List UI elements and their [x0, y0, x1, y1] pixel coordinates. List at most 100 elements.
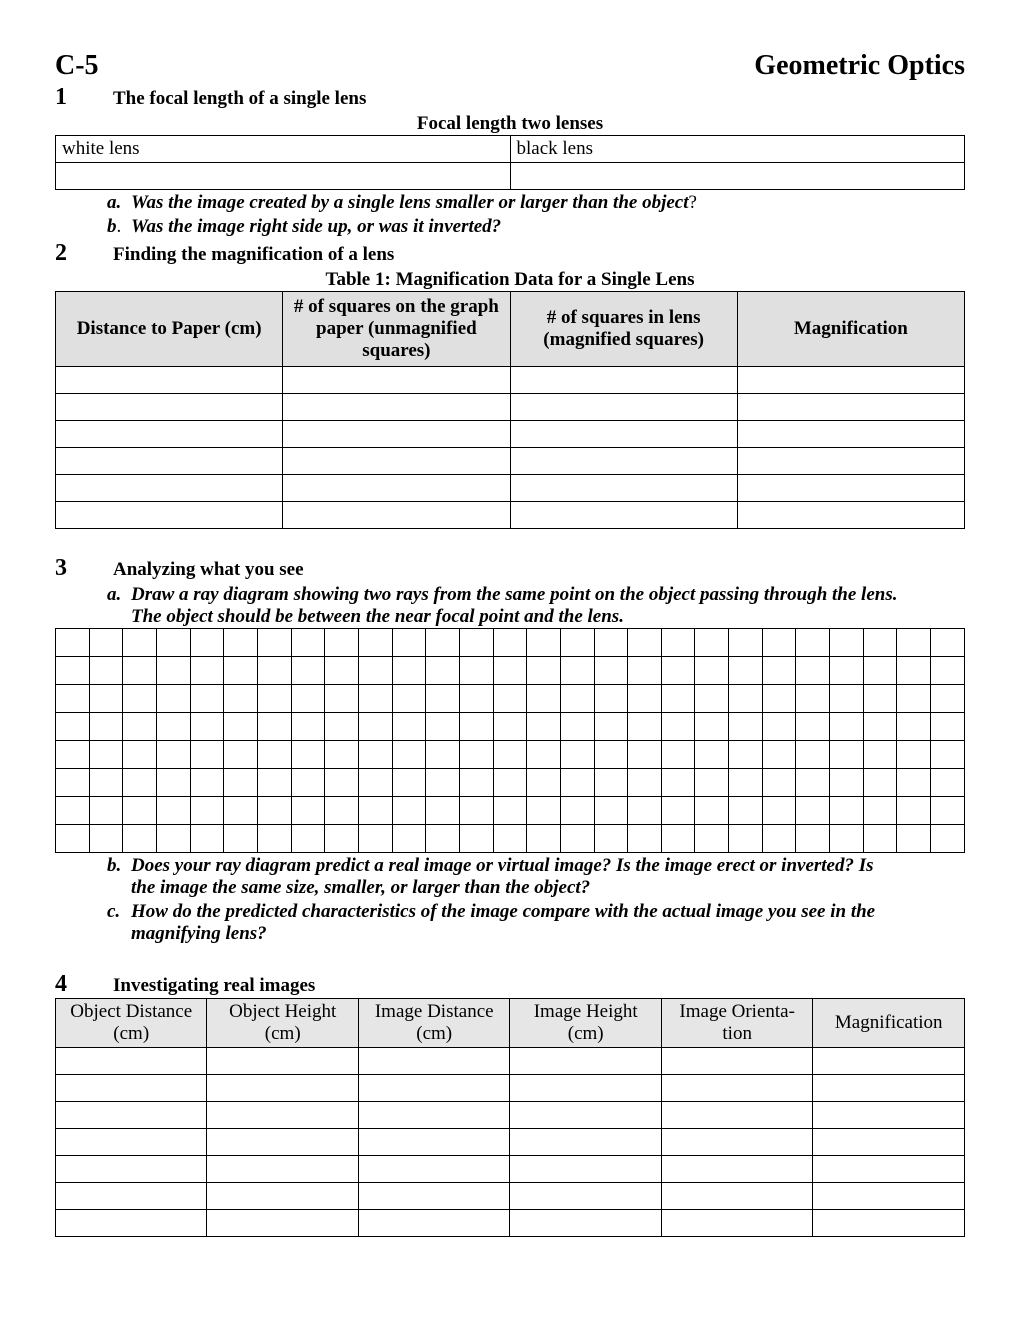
table-cell: [737, 367, 964, 394]
table-cell: [56, 1129, 207, 1156]
table-cell: [813, 1048, 965, 1075]
section-4-header: 4 Investigating real images: [55, 971, 965, 998]
q3b-label: b.: [107, 855, 131, 877]
grid-row: [56, 825, 965, 853]
grid-cell: [863, 741, 897, 769]
grid-cell: [897, 769, 931, 797]
q3a-text2: The object should be between the near fo…: [107, 606, 965, 628]
grid-cell: [358, 685, 392, 713]
grid-cell: [325, 797, 359, 825]
section-2-header: 2 Finding the magnification of a lens: [55, 240, 965, 267]
grid-cell: [560, 713, 594, 741]
table-cell: [207, 1075, 358, 1102]
grid-cell: [257, 769, 291, 797]
lens-white-value: [56, 163, 511, 190]
grid-cell: [89, 741, 123, 769]
grid-cell: [493, 797, 527, 825]
grid-cell: [897, 713, 931, 741]
table-cell: [56, 502, 283, 529]
table-cell: [56, 475, 283, 502]
grid-cell: [762, 769, 796, 797]
section-2-title: Finding the magnification of a lens: [113, 244, 394, 266]
grid-cell: [291, 713, 325, 741]
grid-cell: [695, 769, 729, 797]
grid-cell: [931, 713, 965, 741]
table-cell: [510, 1048, 661, 1075]
grid-cell: [156, 797, 190, 825]
table-cell: [358, 1210, 509, 1237]
grid-cell: [325, 769, 359, 797]
section-1-title: The focal length of a single lens: [113, 88, 366, 110]
grid-cell: [89, 685, 123, 713]
grid-cell: [863, 797, 897, 825]
grid-cell: [628, 657, 662, 685]
grid-cell: [661, 741, 695, 769]
grid-cell: [190, 825, 224, 853]
section-4-num: 4: [55, 971, 113, 998]
table-cell: [510, 1183, 661, 1210]
grid-cell: [56, 657, 90, 685]
grid-cell: [897, 825, 931, 853]
grid-cell: [661, 713, 695, 741]
grid-cell: [56, 629, 90, 657]
table-cell: [661, 1048, 812, 1075]
table-cell: [283, 394, 510, 421]
grid-cell: [628, 797, 662, 825]
grid-cell: [560, 797, 594, 825]
grid-cell: [325, 685, 359, 713]
table-cell: [56, 421, 283, 448]
grid-cell: [729, 797, 763, 825]
section-1-num: 1: [55, 84, 113, 111]
grid-cell: [594, 797, 628, 825]
section-3-questions-bc: b. Does your ray diagram predict a real …: [107, 855, 965, 945]
section-3-header: 3 Analyzing what you see: [55, 555, 965, 582]
grid-cell: [123, 657, 157, 685]
grid-cell: [89, 657, 123, 685]
grid-cell: [560, 629, 594, 657]
grid-cell: [156, 685, 190, 713]
table-cell: [737, 394, 964, 421]
grid-row: [56, 769, 965, 797]
ri-col-1: Object Distance (cm): [56, 999, 207, 1048]
table-cell: [56, 394, 283, 421]
table-cell: [737, 502, 964, 529]
grid-cell: [830, 797, 864, 825]
grid-cell: [594, 685, 628, 713]
grid-cell: [695, 685, 729, 713]
grid-cell: [628, 825, 662, 853]
grid-cell: [156, 629, 190, 657]
grid-cell: [830, 713, 864, 741]
table-cell: [813, 1102, 965, 1129]
table-cell: [56, 1048, 207, 1075]
grid-cell: [325, 825, 359, 853]
grid-cell: [594, 657, 628, 685]
grid-cell: [224, 713, 258, 741]
grid-cell: [493, 629, 527, 657]
grid-cell: [594, 741, 628, 769]
table-cell: [661, 1210, 812, 1237]
table-cell: [813, 1156, 965, 1183]
table-cell: [358, 1075, 509, 1102]
grid-cell: [392, 657, 426, 685]
table-cell: [510, 1156, 661, 1183]
grid-cell: [56, 769, 90, 797]
table-row: [56, 421, 965, 448]
grid-cell: [661, 797, 695, 825]
grid-cell: [762, 685, 796, 713]
grid-cell: [156, 741, 190, 769]
grid-cell: [257, 713, 291, 741]
grid-cell: [729, 825, 763, 853]
grid-cell: [358, 629, 392, 657]
table-cell: [510, 1102, 661, 1129]
grid-cell: [661, 769, 695, 797]
grid-row: [56, 657, 965, 685]
grid-cell: [257, 629, 291, 657]
grid-cell: [56, 741, 90, 769]
section-2-num: 2: [55, 240, 113, 267]
grid-cell: [729, 685, 763, 713]
grid-cell: [459, 797, 493, 825]
grid-cell: [89, 797, 123, 825]
table-row: [56, 1075, 965, 1102]
table-cell: [510, 1075, 661, 1102]
grid-cell: [493, 825, 527, 853]
